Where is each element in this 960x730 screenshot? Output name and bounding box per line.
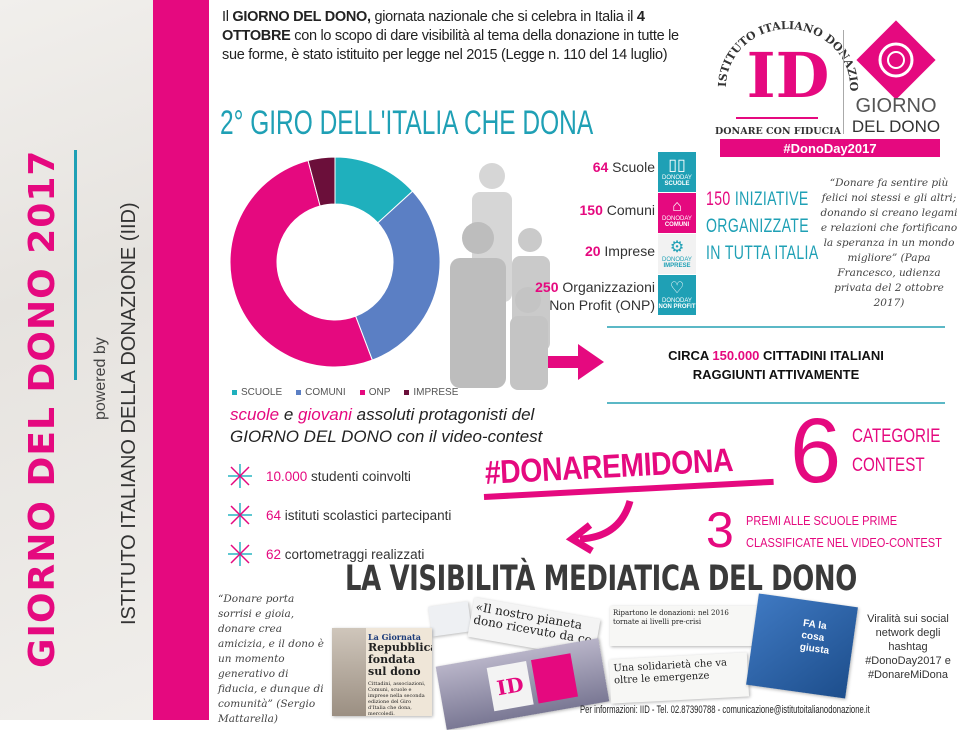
divider-line [74,150,77,380]
legend-swatch [359,389,365,395]
bullet-item: 64 istituti scolastici partecipanti [228,503,451,527]
logo-giorno: GIORNO [855,95,936,117]
news-clipping [428,601,472,637]
categories-label: CATEGORIE CONTEST [852,426,941,476]
asterisk-icon [228,464,252,488]
clip-kicker: La Giornata [368,632,421,642]
intro-text: Il GIORNO DEL DONO, giornata nazionale c… [222,9,679,63]
section-title: 2° GIRO DELL'ITALIA CHE DONA [220,104,594,142]
logo-hashtag: #DonoDay2017 [783,141,876,156]
legend-item: COMUNI [296,387,346,398]
categories-count: 6 [790,400,842,502]
chart-legend: SCUOLE COMUNI ONP IMPRESE [232,387,458,398]
stat-item: 20 Imprese [584,243,655,259]
stat-item: 64 Scuole [592,159,655,175]
badge-prefix: DONODAY [662,298,692,304]
donut-chart [229,156,441,368]
logo-mark: ID [747,39,830,112]
donut-slice-comuni [354,190,441,361]
prizes-count: 3 [706,502,734,558]
tv-screenshot: FA la cosa giusta [746,593,858,699]
badge-prefix: DONODAY [662,175,692,181]
photo [332,628,366,716]
mattarella-quote: “Donare porta sorrisi e gioia, donare cr… [218,593,324,725]
side-title: GIORNO DEL DONO 2017 [22,149,63,668]
news-clipping: La Giornata Repubblica fondata sul dono … [332,628,432,716]
social-virality-text: Viralità sui social network degli hashta… [865,613,951,681]
asterisk-icon [228,542,252,566]
bullet-item: 62 cortometraggi realizzati [228,542,424,566]
news-clipping: Ripartono le donazioni: nel 2016 tornate… [610,606,758,646]
stat-badge: ⌂ DONODAY COMUNI [658,193,696,233]
legend-swatch [404,389,410,395]
prizes-label: PREMI ALLE SCUOLE PRIME CLASSIFICATE NEL … [746,513,942,550]
legend-item: SCUOLE [232,387,282,398]
stat-badge: ♡ DONODAY NON PROFIT [658,275,696,315]
donut-slice-onp [229,159,373,368]
left-panel-background: GIORNO DEL DONO 2017 powered by ISTITUTO… [0,0,153,720]
logo-del-dono: DEL DONO [852,117,940,136]
curved-arrow-icon [565,499,634,555]
news-clipping: Una solidarietà che va oltre le emergenz… [608,652,750,704]
media-visibility-title: LA VISIBILITÀ MEDIATICA DEL DONO [345,559,857,599]
badge-label: IMPRESE [663,263,691,269]
divider [607,326,945,328]
clip-headline: Repubblica fondata sul dono [368,641,432,678]
donut-slice-imprese [307,156,336,207]
logo-tagline: DONARE CON FIDUCIA [715,126,842,137]
clip-body: Cittadini, associazioni, Comuni, scuole … [368,681,426,716]
pink-bar [153,0,209,720]
badge-label: SCUOLE [664,181,690,187]
book-icon: ▯▯ [668,157,686,174]
stat-badge: ⚙ DONODAY IMPRESE [658,234,696,274]
contact-info: Per informazioni: IID - Tel. 02.87390788… [580,704,870,716]
organization-name: ISTITUTO ITALIANO DELLA DONAZIONE (IID) [118,202,140,625]
legend-item: IMPRESE [404,387,458,398]
badge-label: COMUNI [664,222,690,228]
asterisk-icon [228,503,252,527]
legend-swatch [296,389,302,395]
citizens-reached: CIRCA 150.000 CITTADINI ITALIANI RAGGIUNT… [668,348,884,382]
stat-item: 150 Comuni [579,202,656,218]
badge-prefix: DONODAY [662,257,692,263]
legend-swatch [232,389,237,395]
iniziative-text: 150 INIZIATIVE ORGANIZZATE IN TUTTA ITALIA [706,189,819,264]
badge-label: NON PROFIT [658,304,696,310]
papa-quote: “Donare fa sentire più felici noi stessi… [820,177,958,309]
bullet-item: 10.000 studenti coinvolti [228,464,411,488]
building-icon: ⌂ [672,198,682,215]
gears-icon: ⚙ [669,239,685,256]
stat-item: 250 Organizzazioni Non Profit (ONP) [535,279,655,313]
arrow-right-icon [548,344,604,380]
badge-prefix: DONODAY [662,216,692,222]
stat-badge: ▯▯ DONODAY SCUOLE [658,152,696,192]
schools-heading: scuole e giovani assoluti protagonisti d… [230,405,543,446]
legend-item: ONP [359,387,390,398]
heart-icon: ♡ [669,280,685,297]
divider [607,402,945,404]
people-icon [450,163,550,390]
logo: ISTITUTO ITALIANO DONAZIONE ID DONARE CO… [703,2,948,157]
powered-by-label: powered by [92,337,109,420]
